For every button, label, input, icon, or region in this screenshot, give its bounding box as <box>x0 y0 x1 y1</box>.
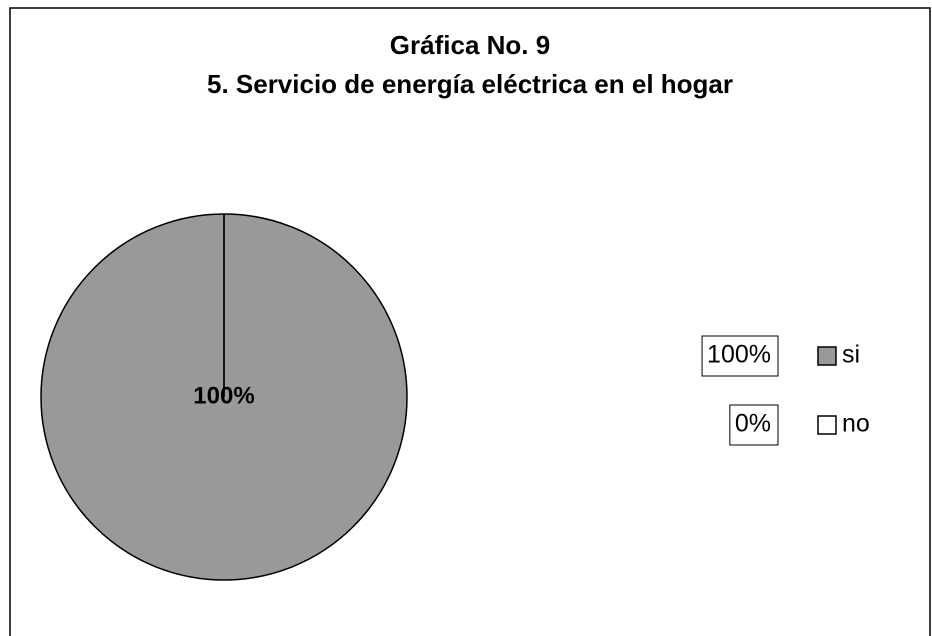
data-label: 100% <box>707 341 771 369</box>
pie-label: 100% <box>193 382 254 409</box>
legend-label: no <box>842 410 870 438</box>
chart-title: Gráfica No. 9 <box>390 30 550 60</box>
chart-subtitle: 5. Servicio de energía eléctrica en el h… <box>207 69 733 99</box>
legend-label: si <box>842 341 860 369</box>
legend-swatch <box>817 346 837 366</box>
data-label-box <box>729 404 779 446</box>
data-label-box <box>701 335 779 377</box>
data-label: 0% <box>735 410 771 438</box>
legend-swatch <box>817 415 837 435</box>
